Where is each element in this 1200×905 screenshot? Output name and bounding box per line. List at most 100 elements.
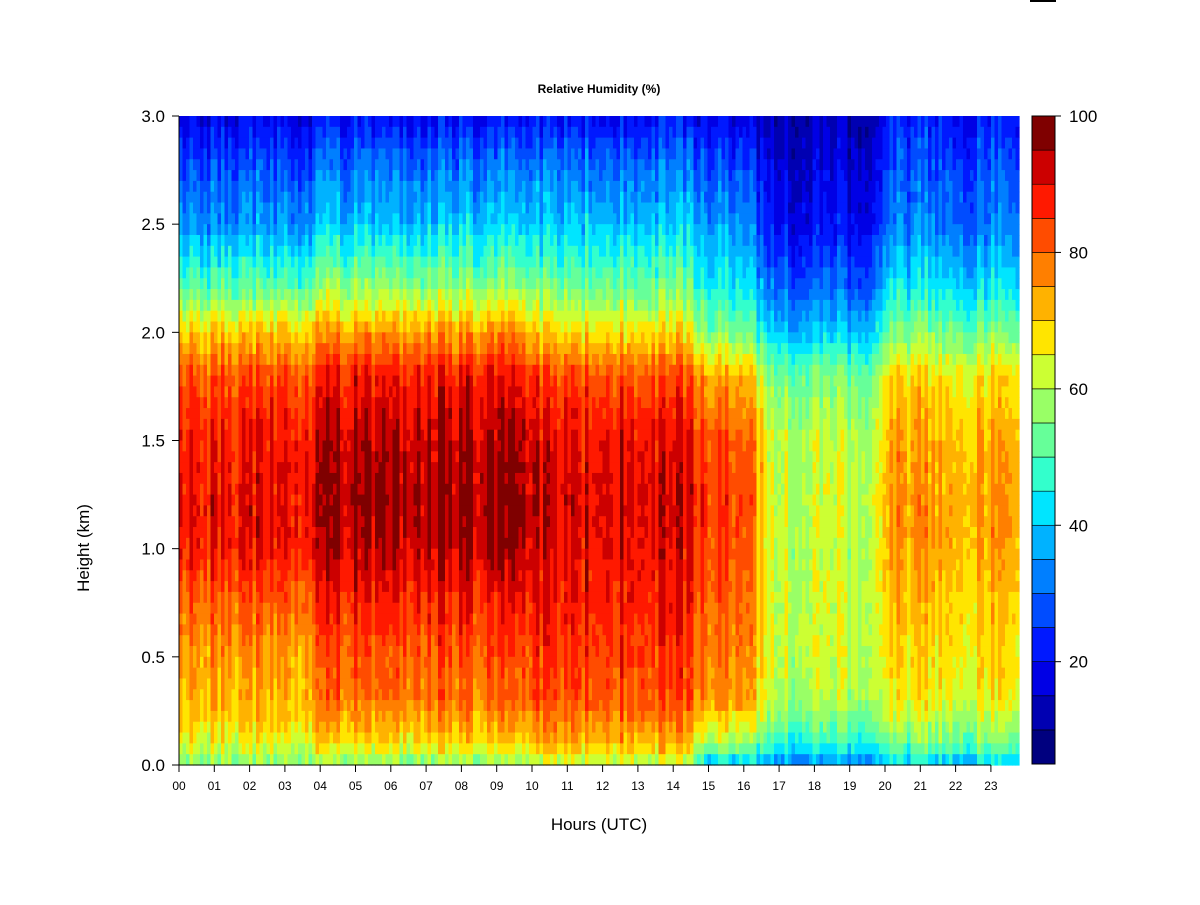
- heat-cell: [312, 192, 316, 203]
- heat-cell: [232, 614, 236, 625]
- heat-cell: [221, 408, 225, 419]
- heat-cell: [400, 267, 404, 278]
- heat-cell: [361, 678, 365, 689]
- heat-cell: [445, 743, 449, 754]
- heat-cell: [281, 635, 285, 646]
- heat-cell: [323, 419, 327, 430]
- heat-cell: [442, 570, 446, 581]
- heat-cell: [358, 733, 362, 744]
- heat-cell: [470, 203, 474, 214]
- heat-cell: [235, 278, 239, 289]
- heat-cell: [309, 116, 313, 127]
- heat-cell: [218, 343, 222, 354]
- heat-cell: [400, 700, 404, 711]
- heat-cell: [190, 159, 194, 170]
- heat-cell: [253, 689, 257, 700]
- heat-cell: [284, 527, 288, 538]
- heat-cell: [449, 267, 453, 278]
- heat-cell: [309, 127, 313, 138]
- heat-cell: [435, 267, 439, 278]
- heat-cell: [242, 581, 246, 592]
- heat-cell: [330, 689, 334, 700]
- heat-cell: [333, 722, 337, 733]
- heat-cell: [267, 700, 271, 711]
- heat-cell: [316, 473, 320, 484]
- heat-cell: [414, 646, 418, 657]
- heat-cell: [456, 322, 460, 333]
- heat-cell: [267, 722, 271, 733]
- heat-cell: [281, 159, 285, 170]
- heat-cell: [298, 678, 302, 689]
- heat-cell: [463, 354, 467, 365]
- heat-cell: [207, 224, 211, 235]
- heat-cell: [445, 668, 449, 679]
- heat-cell: [379, 224, 383, 235]
- heat-cell: [389, 581, 393, 592]
- heat-cell: [263, 614, 267, 625]
- heat-cell: [417, 311, 421, 322]
- heat-cell: [379, 700, 383, 711]
- heat-cell: [456, 181, 460, 192]
- heat-cell: [358, 203, 362, 214]
- heat-cell: [186, 678, 190, 689]
- heat-cell: [414, 657, 418, 668]
- heat-cell: [393, 322, 397, 333]
- heat-cell: [368, 495, 372, 506]
- heat-cell: [284, 116, 288, 127]
- heat-cell: [365, 581, 369, 592]
- heat-cell: [354, 203, 358, 214]
- heat-cell: [200, 127, 204, 138]
- heat-cell: [225, 505, 229, 516]
- heat-cell: [242, 376, 246, 387]
- heat-cell: [393, 700, 397, 711]
- heat-cell: [232, 332, 236, 343]
- heat-cell: [193, 159, 197, 170]
- heat-cell: [431, 300, 435, 311]
- heat-cell: [358, 213, 362, 224]
- heat-cell: [431, 203, 435, 214]
- heat-cell: [221, 430, 225, 441]
- heat-cell: [267, 733, 271, 744]
- heat-cell: [431, 332, 435, 343]
- heat-cell: [291, 408, 295, 419]
- heat-cell: [463, 668, 467, 679]
- heat-cell: [424, 451, 428, 462]
- heat-cell: [396, 278, 400, 289]
- heat-cell: [270, 322, 274, 333]
- heat-cell: [438, 322, 442, 333]
- heat-cell: [228, 376, 232, 387]
- heat-cell: [351, 159, 355, 170]
- heat-cell: [260, 451, 264, 462]
- heat-cell: [319, 332, 323, 343]
- heat-cell: [393, 267, 397, 278]
- heat-cell: [459, 441, 463, 452]
- heat-cell: [235, 451, 239, 462]
- heat-cell: [337, 311, 341, 322]
- heat-cell: [365, 668, 369, 679]
- heat-cell: [354, 559, 358, 570]
- heat-cell: [260, 235, 264, 246]
- heat-cell: [400, 484, 404, 495]
- heat-cell: [421, 300, 425, 311]
- heat-cell: [267, 484, 271, 495]
- heat-cell: [442, 462, 446, 473]
- heat-cell: [396, 332, 400, 343]
- heat-cell: [379, 495, 383, 506]
- heat-cell: [242, 419, 246, 430]
- heat-cell: [260, 722, 264, 733]
- heat-cell: [239, 527, 243, 538]
- heat-cell: [302, 635, 306, 646]
- heat-cell: [424, 257, 428, 268]
- heat-cell: [204, 332, 208, 343]
- heat-cell: [298, 148, 302, 159]
- heat-cell: [361, 322, 365, 333]
- heat-cell: [207, 419, 211, 430]
- heat-cell: [351, 148, 355, 159]
- heat-cell: [246, 754, 250, 765]
- heat-cell: [228, 722, 232, 733]
- heat-cell: [214, 733, 218, 744]
- heat-cell: [407, 267, 411, 278]
- heat-cell: [281, 743, 285, 754]
- heat-cell: [407, 668, 411, 679]
- heat-cell: [312, 300, 316, 311]
